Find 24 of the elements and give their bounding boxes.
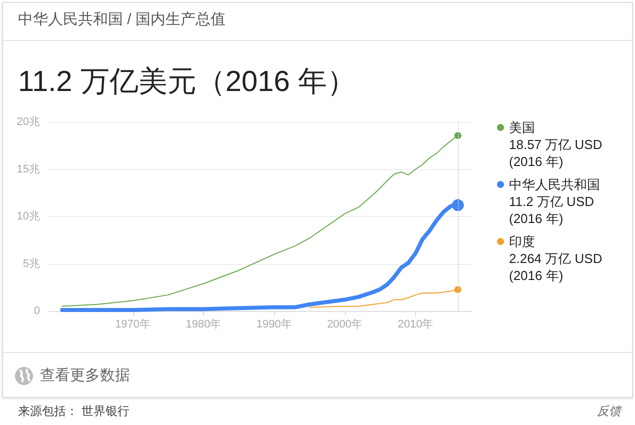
text: 2.264 万亿 USD bbox=[509, 250, 602, 267]
y-tick-label: 15兆 bbox=[16, 162, 40, 176]
text: 查看更多数据 bbox=[40, 366, 130, 385]
y-tick-label: 20兆 bbox=[16, 115, 40, 128]
y-tick-label: 10兆 bbox=[16, 210, 40, 222]
chart-title: 11.2 万亿美元（2016 年） bbox=[18, 65, 356, 100]
legend-label: 美国 bbox=[509, 120, 535, 135]
x-tick-label: 2010年 bbox=[398, 318, 434, 330]
legend-label: 印度 bbox=[509, 234, 535, 249]
x-tick-label: 1980年 bbox=[186, 318, 222, 330]
y-tick-label: 0 bbox=[34, 305, 40, 317]
text: 反馈 bbox=[597, 403, 621, 420]
text: (2016 年) bbox=[509, 210, 564, 227]
y-tick-label: 5兆 bbox=[22, 256, 40, 270]
text: 18.57 万亿 USD bbox=[509, 136, 602, 153]
text: (2016 年) bbox=[509, 153, 564, 170]
chart-subtitle: 中华人民共和国 / 国内生产总值 bbox=[18, 10, 226, 29]
text: 11.2 万亿 USD bbox=[509, 193, 594, 210]
x-tick-label: 1990年 bbox=[256, 318, 292, 330]
legend-label: 中华人民共和国 bbox=[509, 177, 600, 192]
x-tick-label: 2000年 bbox=[327, 318, 363, 330]
x-tick-label: 1970年 bbox=[115, 318, 151, 330]
text: (2016 年) bbox=[509, 267, 564, 284]
text: 来源包括： 世界银行 bbox=[18, 403, 130, 420]
